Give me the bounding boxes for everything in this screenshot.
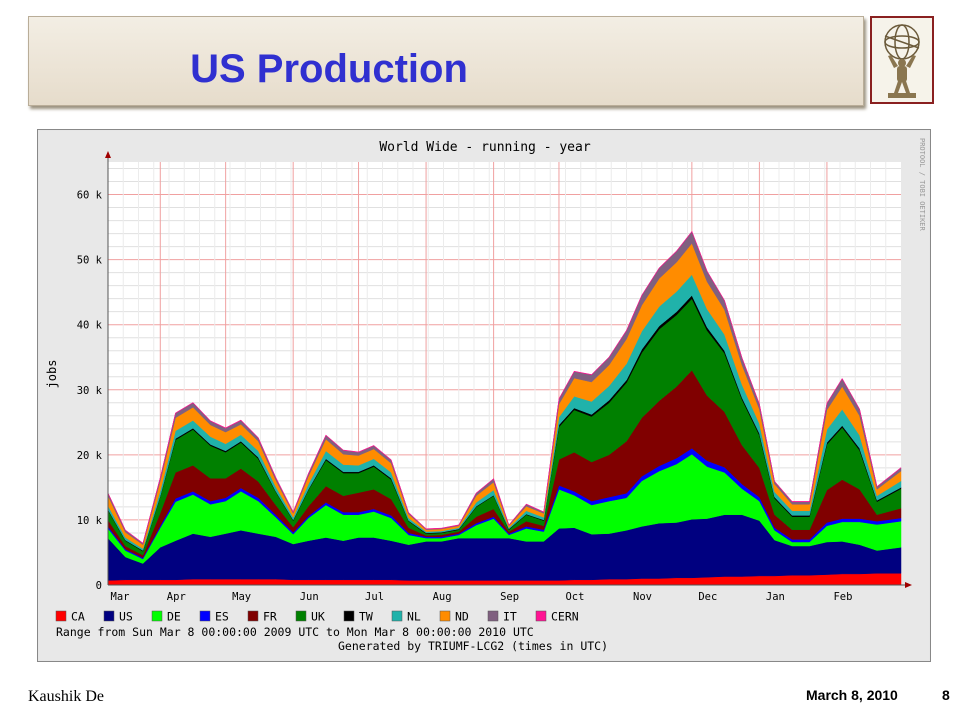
x-tick-label: Aug: [433, 591, 452, 603]
stacked-area-chart: 0 10 k 20 k 30 k 40 k 50 k 60 k Mar Apr May Jun Jul…: [39, 131, 929, 660]
chart-frame: 0 10 k 20 k 30 k 40 k 50 k 60 k Mar Apr May Jun Jul…: [37, 129, 931, 662]
legend-swatch-cern: [535, 610, 547, 622]
legend-label-es: ES: [215, 610, 229, 624]
legend-swatch-nd: [439, 610, 451, 622]
legend-swatch-tw: [343, 610, 355, 622]
legend-label-uk: UK: [311, 610, 325, 624]
legend-swatch-es: [199, 610, 211, 622]
legend-swatch-us: [103, 610, 115, 622]
y-tick-label: 10 k: [77, 515, 103, 527]
x-tick-label: Sep: [500, 591, 519, 603]
series-area-cern: [107, 230, 902, 544]
legend-label-us: US: [119, 610, 133, 624]
legend-label-cern: CERN: [551, 610, 579, 624]
legend-label-fr: FR: [263, 610, 277, 624]
legend-swatch-fr: [247, 610, 259, 622]
legend-swatch-it: [487, 610, 499, 622]
side-watermark: PROTOOL / TOBI OETIKER: [918, 138, 926, 232]
footer-page-number: 8: [942, 687, 950, 703]
y-tick-label: 60 k: [77, 190, 103, 202]
x-tick-label: Feb: [833, 591, 852, 603]
x-tick-label: Nov: [633, 591, 652, 603]
atlas-statue-icon: [870, 16, 934, 104]
x-tick-label: Jan: [766, 591, 785, 603]
legend-swatch-nl: [391, 610, 403, 622]
y-tick-label: 40 k: [77, 320, 103, 332]
legend-swatch-uk: [295, 610, 307, 622]
chart-title: World Wide - running - year: [379, 140, 590, 155]
x-tick-label: May: [232, 591, 251, 603]
footer-author: Kaushik De: [28, 688, 104, 705]
legend-label-ca: CA: [71, 610, 85, 624]
y-axis-arrow: [105, 151, 111, 158]
y-tick-label: 0: [96, 580, 102, 592]
legend-label-tw: TW: [359, 610, 373, 624]
y-tick-label: 20 k: [77, 450, 103, 462]
footer-date: March 8, 2010: [806, 687, 898, 703]
slide-title: US Production: [190, 47, 468, 91]
x-tick-label: Jun: [300, 591, 319, 603]
legend-swatch-de: [151, 610, 163, 622]
legend-swatch-ca: [55, 610, 67, 622]
legend-label-nd: ND: [455, 610, 469, 624]
legend-label-it: IT: [503, 610, 517, 624]
x-tick-label: Jul: [365, 591, 384, 603]
x-tick-label: Apr: [167, 591, 186, 603]
range-text: Range from Sun Mar 8 00:00:00 2009 UTC t…: [56, 625, 534, 639]
y-tick-label: 50 k: [77, 255, 103, 267]
x-axis-arrow: [905, 582, 912, 588]
y-axis-label: jobs: [45, 360, 59, 389]
legend-label-nl: NL: [407, 610, 421, 624]
generated-text: Generated by TRIUMF-LCG2 (times in UTC): [338, 639, 608, 653]
x-tick-label: Oct: [565, 591, 584, 603]
x-tick-label: Dec: [698, 591, 717, 603]
legend-label-de: DE: [167, 610, 181, 624]
title-bar: US Production: [28, 16, 864, 106]
y-tick-label: 30 k: [77, 385, 103, 397]
x-tick-label: Mar: [111, 591, 130, 603]
